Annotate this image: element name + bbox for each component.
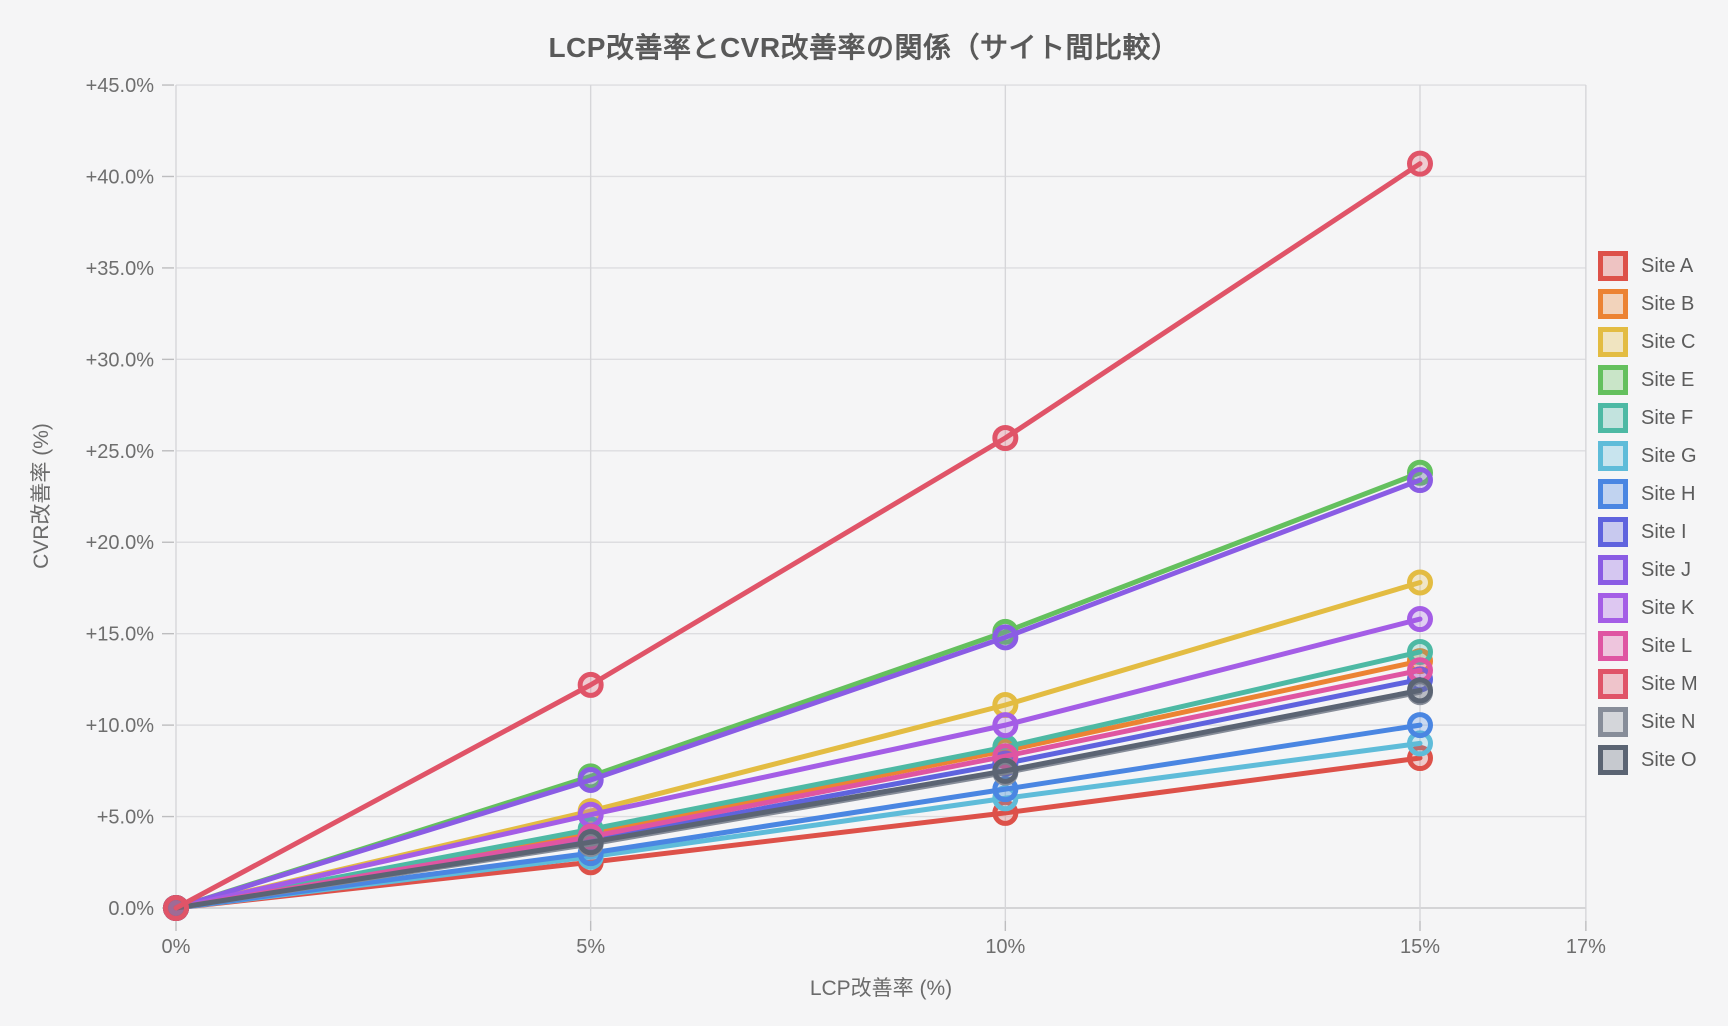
series-marker-site-c — [1407, 569, 1433, 596]
legend-label-site-m: Site M — [1641, 672, 1698, 695]
series-line-site-c — [173, 579, 1423, 911]
series-marker-site-k — [992, 712, 1019, 739]
legend-swatch-site-g — [1598, 441, 1628, 471]
x-tick-label: 5% — [576, 936, 605, 958]
legend-label-site-k: Site K — [1641, 596, 1695, 619]
x-tick-label: 17% — [1566, 936, 1606, 958]
y-tick-label: +45.0% — [86, 75, 155, 97]
y-tick-label: +30.0% — [86, 349, 155, 371]
legend-label-site-e: Site E — [1641, 368, 1695, 391]
y-axis-title: CVR改善率 (%) — [30, 423, 53, 569]
series-marker-site-h — [1407, 712, 1433, 739]
legend-swatch-site-i — [1598, 517, 1628, 547]
series-line-site-h — [173, 722, 1423, 911]
legend-item-site-j[interactable]: Site J — [1598, 551, 1698, 589]
y-tick-label: +5.0% — [97, 807, 154, 829]
x-tick-label: 10% — [985, 936, 1025, 958]
legend-swatch-site-a — [1598, 251, 1628, 281]
legend-item-site-c[interactable]: Site C — [1598, 323, 1698, 361]
y-tick-label: 0.0% — [108, 898, 154, 920]
legend-swatch-site-j — [1598, 555, 1628, 585]
series-marker-site-o — [992, 757, 1019, 784]
series-marker-site-o — [577, 829, 604, 856]
legend-swatch-site-e — [1598, 365, 1628, 395]
series-line-site-e — [173, 470, 1423, 911]
chart-title: LCP改善率とCVR改善率の関係（サイト間比較） — [548, 32, 1180, 63]
y-tick-label: +40.0% — [86, 166, 155, 188]
legend-item-site-e[interactable]: Site E — [1598, 361, 1698, 399]
legend-item-site-l[interactable]: Site L — [1598, 627, 1698, 665]
series-marker-site-j — [1407, 467, 1433, 494]
legend-swatch-site-f — [1598, 403, 1628, 433]
series-line-site-l — [173, 667, 1423, 911]
y-tick-label: +20.0% — [86, 532, 155, 554]
legend-label-site-n: Site N — [1641, 710, 1696, 733]
legend-swatch-site-m — [1598, 669, 1628, 699]
legend-swatch-site-b — [1598, 289, 1628, 319]
legend-item-site-a[interactable]: Site A — [1598, 247, 1698, 285]
legend-item-site-b[interactable]: Site B — [1598, 285, 1698, 323]
y-tick-label: +15.0% — [86, 624, 155, 646]
x-tick-label: 15% — [1400, 936, 1440, 958]
series-line-site-f — [173, 649, 1423, 911]
legend-item-site-f[interactable]: Site F — [1598, 399, 1698, 437]
legend-label-site-c: Site C — [1641, 330, 1696, 353]
x-tick-label: 0% — [162, 936, 191, 958]
legend-item-site-k[interactable]: Site K — [1598, 589, 1698, 627]
legend-swatch-site-c — [1598, 327, 1628, 357]
series-marker-site-j — [992, 624, 1019, 651]
legend-label-site-g: Site G — [1641, 444, 1697, 467]
series-line-site-j — [173, 477, 1423, 911]
legend-item-site-m[interactable]: Site M — [1598, 665, 1698, 703]
series-marker-site-m — [1407, 150, 1433, 177]
legend-item-site-n[interactable]: Site N — [1598, 703, 1698, 741]
series-marker-site-m — [163, 895, 189, 921]
series-marker-site-o — [1407, 677, 1433, 704]
series-line-site-m — [173, 161, 1423, 911]
legend-swatch-site-k — [1598, 593, 1628, 623]
series-marker-site-j — [577, 766, 604, 793]
x-axis-title: LCP改善率 (%) — [809, 977, 953, 1000]
legend-label-site-b: Site B — [1641, 292, 1695, 315]
legend-label-site-l: Site L — [1641, 634, 1693, 657]
legend-label-site-o: Site O — [1641, 748, 1697, 771]
legend-item-site-h[interactable]: Site H — [1598, 475, 1698, 513]
legend-label-site-f: Site F — [1641, 406, 1694, 429]
legend-label-site-a: Site A — [1641, 254, 1694, 277]
y-tick-label: +35.0% — [86, 258, 155, 280]
series-marker-site-k — [1407, 606, 1433, 633]
y-tick-label: +25.0% — [86, 441, 155, 463]
legend: Site A Site B Site C Site E Site F Site G Site… — [1598, 247, 1698, 779]
legend-swatch-site-h — [1598, 479, 1628, 509]
legend-item-site-o[interactable]: Site O — [1598, 741, 1698, 779]
y-tick-label: +10.0% — [86, 715, 155, 737]
legend-item-site-g[interactable]: Site G — [1598, 437, 1698, 475]
legend-label-site-i: Site I — [1641, 520, 1687, 543]
legend-item-site-i[interactable]: Site I — [1598, 513, 1698, 551]
legend-label-site-h: Site H — [1641, 482, 1696, 505]
series-marker-site-f — [1407, 638, 1433, 665]
legend-label-site-j: Site J — [1641, 558, 1692, 581]
legend-swatch-site-l — [1598, 631, 1628, 661]
series-line-site-o — [173, 687, 1423, 911]
series-marker-site-m — [992, 424, 1019, 451]
series-marker-site-k — [577, 801, 604, 828]
series-line-site-a — [173, 755, 1423, 911]
legend-swatch-site-n — [1598, 707, 1628, 737]
series-marker-site-g — [1407, 730, 1433, 757]
series-marker-site-m — [577, 671, 604, 698]
series-line-site-k — [173, 616, 1423, 911]
legend-swatch-site-o — [1598, 745, 1628, 775]
